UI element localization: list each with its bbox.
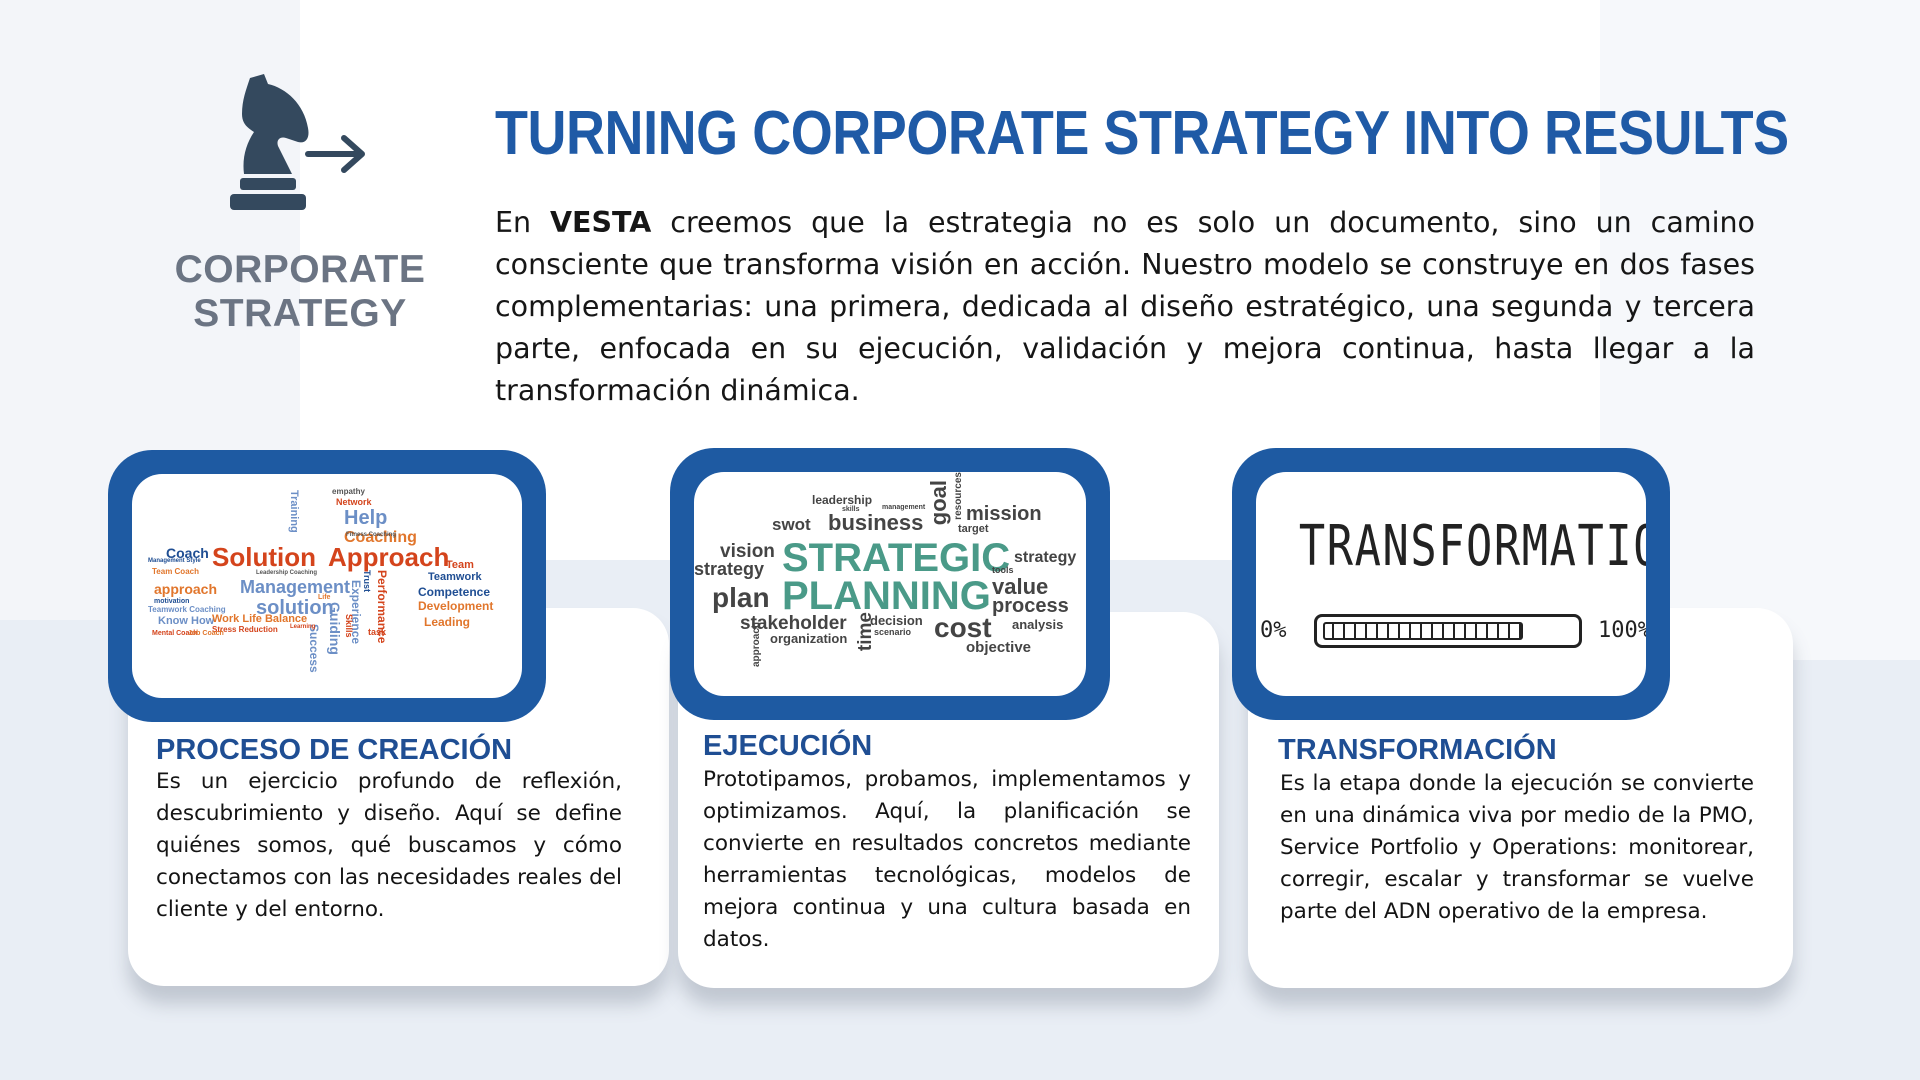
- wc-word: Mental Coach: [152, 630, 198, 637]
- wc-word: Success: [307, 624, 321, 673]
- wc-word: Team: [446, 559, 474, 571]
- wc-word: Training: [288, 490, 300, 533]
- card-title-ejecucion: EJECUCIÓN: [703, 730, 873, 762]
- wc-word: analysis: [1012, 617, 1064, 632]
- logo-line-1: CORPORATE: [174, 248, 426, 291]
- progress-right-label: 100%: [1598, 618, 1646, 643]
- wc-word: Know How: [158, 615, 215, 627]
- wc-word: Learning: [290, 624, 316, 630]
- wc-word: solution: [256, 597, 334, 619]
- wc-word: process: [992, 595, 1069, 617]
- wc-word: strategy: [1014, 549, 1077, 566]
- wc-word: resources: [953, 472, 964, 520]
- wc-word: Approach: [328, 542, 450, 572]
- wc-word: Coach: [166, 545, 209, 561]
- wc-word: Management Style: [148, 558, 201, 564]
- wc-word: Stress Reduction: [212, 625, 278, 634]
- wc-word: decision: [870, 613, 923, 628]
- wc-word: Network: [336, 497, 372, 507]
- wc-word: Coaching: [344, 529, 417, 546]
- wc-word: Help: [344, 507, 388, 529]
- wc-word: time: [855, 612, 876, 652]
- wc-word: Competence: [418, 585, 491, 599]
- wc-word: Management: [240, 577, 351, 597]
- wc-word: motivation: [154, 598, 190, 605]
- wc-word: goal: [926, 480, 951, 526]
- wc-word: STRATEGIC: [782, 536, 1011, 580]
- wc-word: tools: [992, 565, 1014, 575]
- wc-word: value: [992, 574, 1049, 599]
- wc-word: scenario: [874, 627, 912, 637]
- transformation-progress-bar: [1314, 614, 1582, 648]
- wc-word: Teamwork: [428, 571, 482, 583]
- word-cloud-coaching-image: empathy Network Help Coaching Coach Solu…: [132, 474, 522, 698]
- wc-word: task: [368, 627, 387, 637]
- transformation-word: TRANSFORMATION: [1298, 514, 1646, 579]
- wc-word: Leadership Coaching: [256, 570, 318, 576]
- wc-word: Leading: [424, 615, 471, 629]
- wc-word: approach: [154, 581, 218, 597]
- intro-text: creemos que la estrategia no es solo un …: [495, 206, 1755, 407]
- progress-left-label: 0%: [1260, 618, 1287, 643]
- wc-word: stakeholder: [740, 613, 847, 634]
- wc-word: plan: [712, 582, 770, 613]
- progress-bar-fill: [1323, 622, 1523, 640]
- wc-word: swot: [772, 515, 811, 534]
- wc-word: Work Life Balance: [212, 613, 308, 625]
- wc-word: Teamwork Coaching: [148, 605, 226, 614]
- card-title-creacion: PROCESO DE CREACIÓN: [156, 734, 513, 766]
- intro-prefix: En: [495, 206, 550, 239]
- wc-word: business: [828, 510, 924, 535]
- wc-word: Experience: [349, 580, 363, 645]
- wc-word: Development: [418, 599, 494, 613]
- card-title-transformacion: TRANSFORMACIÓN: [1278, 734, 1557, 766]
- wc-word: Team Coach: [152, 567, 199, 576]
- wc-word: mission: [966, 503, 1042, 525]
- corporate-strategy-logo: CORPORATE STRATEGY: [160, 70, 440, 350]
- wc-word: Fitness Coaching: [346, 532, 397, 538]
- card-body-transformacion: Es la etapa donde la ejecución se convie…: [1280, 771, 1754, 924]
- wc-word: objective: [966, 639, 1032, 656]
- wc-word: target: [958, 523, 989, 535]
- chess-knight-arrow-icon: [230, 74, 365, 210]
- word-cloud-strategic-planning-image: leadership skills management goal resour…: [694, 472, 1086, 696]
- wc-word: vision: [720, 541, 775, 562]
- wc-word: Solution: [212, 542, 316, 572]
- wc-word: approach: [751, 622, 762, 668]
- wc-word: Performance: [375, 570, 389, 644]
- wc-word: leadership: [812, 493, 873, 507]
- image-frame-creacion: empathy Network Help Coaching Coach Solu…: [108, 450, 546, 722]
- wc-word: Guiding: [327, 602, 343, 655]
- wc-word: management: [882, 504, 926, 511]
- wc-word: PLANNING: [782, 574, 991, 618]
- card-body-ejecucion: Prototipamos, probamos, implementamos y …: [703, 767, 1191, 952]
- intro-paragraph: En VESTA creemos que la estrategia no es…: [495, 202, 1755, 412]
- wc-word: Job Coach: [188, 630, 224, 637]
- image-frame-ejecucion: leadership skills management goal resour…: [670, 448, 1110, 720]
- wc-word: skills: [842, 506, 860, 513]
- logo-label: CORPORATE STRATEGY: [160, 248, 440, 336]
- wc-word: cost: [934, 612, 992, 643]
- transformation-progress-image: TRANSFORMATION 0% 100%: [1256, 472, 1646, 696]
- page-title: TURNING CORPORATE STRATEGY INTO RESULTS: [495, 99, 1789, 168]
- image-frame-transformacion: TRANSFORMATION 0% 100%: [1232, 448, 1670, 720]
- wc-word: organization: [770, 631, 848, 646]
- logo-line-2: STRATEGY: [193, 292, 407, 335]
- intro-brand: VESTA: [550, 206, 652, 239]
- card-body-creacion: Es un ejercicio profundo de reflexión, d…: [156, 769, 622, 922]
- wc-word: Trust: [362, 570, 372, 593]
- wc-word: Skills: [344, 614, 354, 638]
- wc-word: strategy: [694, 559, 765, 579]
- wc-word: Life: [318, 594, 331, 601]
